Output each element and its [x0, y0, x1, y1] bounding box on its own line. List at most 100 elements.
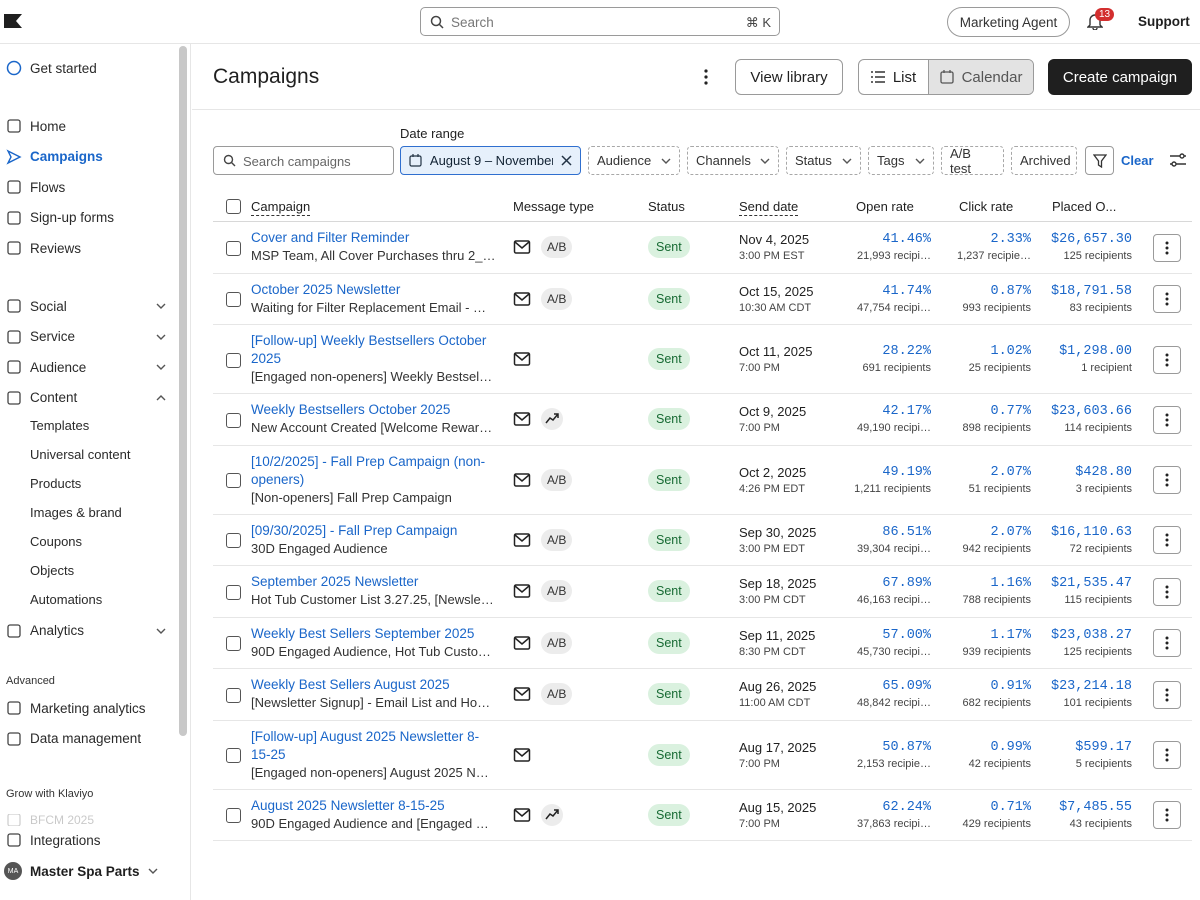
icon	[7, 701, 21, 715]
row-menu[interactable]	[1153, 466, 1181, 494]
metric-cell: 86.51% 39,304 recipi…	[850, 515, 931, 566]
nav-item[interactable]: Data management	[6, 731, 166, 747]
nav-label: Get started	[30, 60, 97, 76]
metric-cell: 1.17% 939 recipients	[940, 618, 1032, 669]
nav-item[interactable]: BFCM 2025	[6, 814, 166, 826]
send-date: Aug 17, 2025	[739, 739, 817, 755]
campaign-name[interactable]: [Follow-up] Weekly Bestsellers October 2…	[251, 333, 487, 366]
row-menu[interactable]	[1153, 741, 1181, 769]
checkbox[interactable]	[226, 292, 241, 308]
filter-button[interactable]	[1085, 146, 1114, 175]
nav-subitem[interactable]: Objects	[30, 563, 190, 578]
checkbox[interactable]	[226, 687, 241, 703]
icon	[1165, 585, 1169, 599]
column-settings[interactable]	[1169, 152, 1187, 168]
calendar-view[interactable]: Calendar	[929, 60, 1033, 94]
clear-date[interactable]	[561, 155, 572, 166]
list-view[interactable]: List	[859, 60, 929, 94]
nav-item[interactable]: Marketing analytics	[6, 700, 166, 716]
campaign-name[interactable]: August 2025 Newsletter 8-15-25	[251, 797, 445, 813]
metric-recipients: 47,754 recipi…	[857, 301, 931, 314]
page-title: Campaigns	[213, 65, 320, 88]
account-switcher[interactable]: MA Master Spa Parts	[4, 862, 158, 880]
checkbox[interactable]	[226, 533, 241, 549]
nav-item[interactable]: Flows	[6, 179, 166, 195]
row-menu[interactable]	[1153, 629, 1181, 658]
date-range-chip[interactable]: August 9 – November	[400, 146, 581, 175]
nav-item[interactable]: Sign-up forms	[6, 210, 166, 226]
nav-group[interactable]: Analytics	[6, 623, 166, 639]
metric-cell: $18,791.58 83 recipients	[1040, 274, 1132, 325]
nav-subitem[interactable]: Templates	[30, 418, 190, 433]
filter-dropdown[interactable]: Audience	[588, 146, 680, 175]
icon	[541, 803, 563, 826]
row-menu[interactable]	[1153, 801, 1181, 830]
campaign-name[interactable]: Weekly Best Sellers August 2025	[251, 677, 450, 693]
metric-cell: 0.87% 993 recipients	[940, 274, 1032, 325]
campaign-name[interactable]: October 2025 Newsletter	[251, 281, 401, 297]
checkbox[interactable]	[226, 808, 241, 824]
metric-recipients: 114 recipients	[1064, 422, 1132, 435]
nav-subitem[interactable]: Images & brand	[30, 505, 190, 520]
row-menu[interactable]	[1153, 680, 1181, 709]
row-menu[interactable]	[1153, 577, 1181, 606]
campaign-name[interactable]: September 2025 Newsletter	[251, 574, 419, 590]
global-search[interactable]: Search ⌘ K	[420, 7, 780, 36]
filter-dropdown[interactable]: Tags	[868, 146, 934, 175]
metric-recipients: 2,153 recipie…	[857, 757, 931, 770]
clear-filters[interactable]: Clear	[1121, 153, 1154, 168]
filter-dropdown[interactable]: Channels	[687, 146, 779, 175]
support-link[interactable]: Support	[1138, 14, 1190, 29]
nav-item[interactable]: Campaigns	[6, 149, 166, 165]
checkbox[interactable]	[226, 748, 241, 763]
row-menu[interactable]	[1153, 405, 1181, 434]
campaign-name[interactable]: [Follow-up] August 2025 Newsletter 8-15-…	[251, 728, 480, 762]
campaign-name[interactable]: Weekly Best Sellers September 2025	[251, 625, 475, 641]
nav-group[interactable]: Social	[6, 298, 166, 314]
divider	[192, 109, 1200, 110]
more-menu[interactable]	[703, 68, 709, 86]
icon	[513, 472, 531, 487]
nav-subitem[interactable]: Coupons	[30, 534, 190, 549]
table-row: [Follow-up] Weekly Bestsellers October 2…	[213, 325, 1192, 394]
logo[interactable]	[4, 14, 22, 28]
nav-group[interactable]: Content	[6, 390, 166, 406]
campaign-name[interactable]: [10/2/2025] - Fall Prep Campaign (non-op…	[251, 453, 486, 487]
checkbox[interactable]	[226, 352, 241, 368]
filter-dropdown[interactable]: Status	[786, 146, 861, 175]
get-started[interactable]: Get started	[6, 60, 166, 76]
metric-recipients: 125 recipients	[1063, 645, 1133, 658]
filter-toggle[interactable]: Archived	[1011, 146, 1077, 175]
row-menu[interactable]	[1153, 526, 1181, 555]
filter-toggle[interactable]: A/B test	[941, 146, 1004, 176]
agent-button[interactable]: Marketing Agent	[947, 7, 1070, 37]
campaign-name[interactable]: [09/30/2025] - Fall Prep Campaign	[251, 522, 458, 538]
checkbox[interactable]	[226, 199, 241, 214]
campaign-search[interactable]: Search campaigns	[213, 146, 394, 175]
column-header[interactable]: Send date	[739, 199, 799, 216]
campaign-name[interactable]: Weekly Bestsellers October 2025	[251, 402, 451, 418]
nav-group[interactable]: Service	[6, 329, 166, 345]
metric-recipients: 46,163 recipi…	[857, 594, 931, 607]
campaign-name[interactable]: Cover and Filter Reminder	[251, 230, 410, 246]
nav-item[interactable]: Reviews	[6, 240, 166, 256]
checkbox[interactable]	[226, 412, 241, 428]
nav-subitem[interactable]: Automations	[30, 592, 190, 607]
send-date-cell: Nov 4, 2025 3:00 PM EST	[739, 222, 809, 273]
create-campaign-button[interactable]: Create campaign	[1048, 59, 1192, 95]
notification-count: 13	[1095, 8, 1115, 21]
column-header[interactable]: Campaign	[251, 199, 311, 216]
row-menu[interactable]	[1153, 345, 1181, 374]
checkbox[interactable]	[226, 636, 241, 652]
checkbox[interactable]	[226, 473, 241, 488]
row-menu[interactable]	[1153, 285, 1181, 314]
nav-item[interactable]: Home	[6, 118, 166, 134]
view-library-button[interactable]: View library	[735, 59, 843, 95]
nav-group[interactable]: Audience	[6, 359, 166, 375]
nav-item[interactable]: Integrations	[6, 832, 166, 848]
row-menu[interactable]	[1153, 233, 1181, 262]
nav-subitem[interactable]: Universal content	[30, 447, 190, 462]
checkbox[interactable]	[226, 584, 241, 600]
nav-subitem[interactable]: Products	[30, 476, 190, 491]
checkbox[interactable]	[226, 240, 241, 256]
